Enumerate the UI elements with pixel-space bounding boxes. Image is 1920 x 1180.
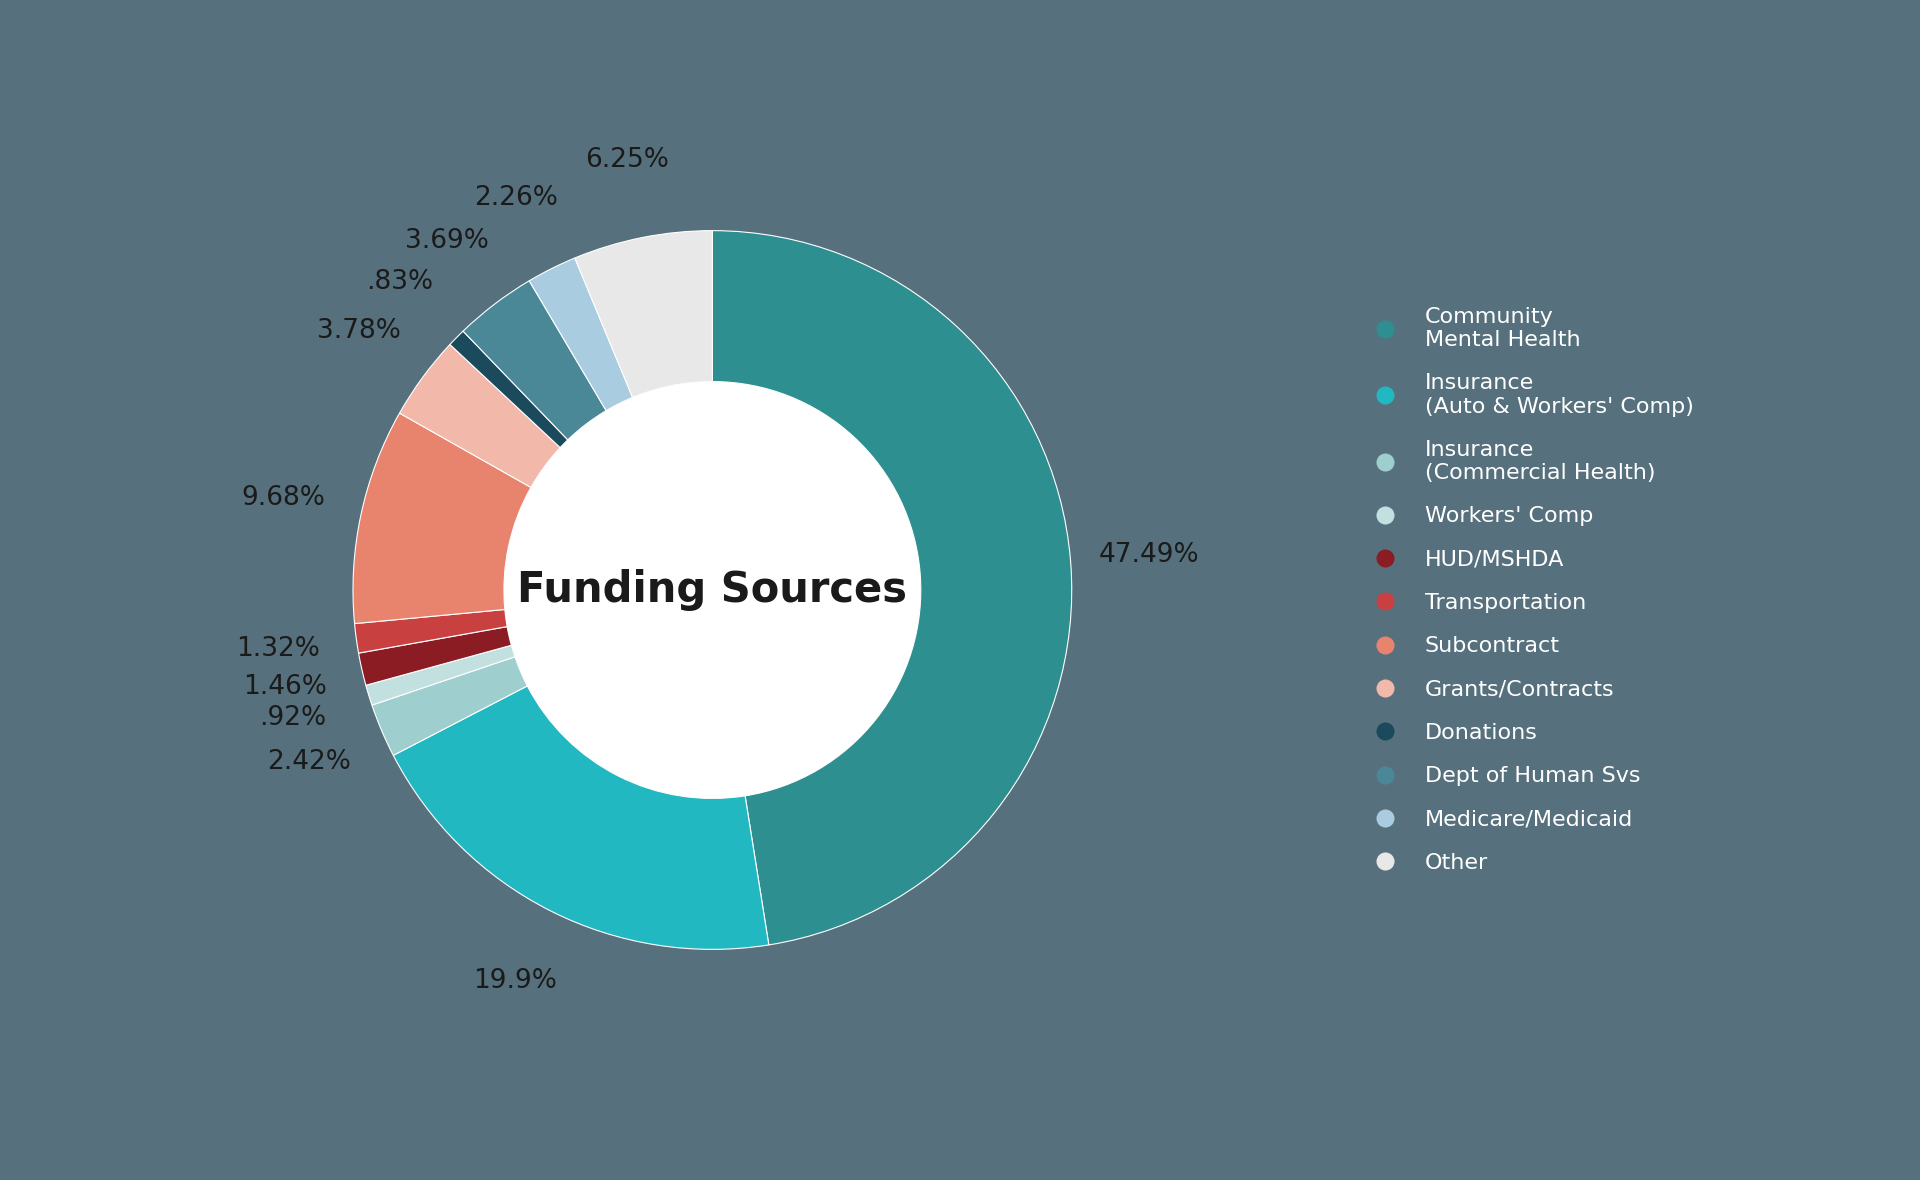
Text: 2.42%: 2.42% bbox=[267, 748, 351, 774]
Wedge shape bbox=[359, 627, 511, 686]
Text: 2.26%: 2.26% bbox=[474, 185, 559, 211]
Wedge shape bbox=[355, 610, 507, 653]
Circle shape bbox=[503, 381, 922, 799]
Text: .83%: .83% bbox=[367, 269, 434, 295]
Text: 6.25%: 6.25% bbox=[586, 148, 668, 173]
Text: 1.32%: 1.32% bbox=[236, 636, 321, 662]
Text: Funding Sources: Funding Sources bbox=[516, 569, 908, 611]
Wedge shape bbox=[712, 230, 1071, 945]
Wedge shape bbox=[574, 230, 712, 398]
Legend: Community
Mental Health, Insurance
(Auto & Workers' Comp), Insurance
(Commercial: Community Mental Health, Insurance (Auto… bbox=[1356, 300, 1701, 880]
Text: 1.46%: 1.46% bbox=[242, 674, 326, 700]
Wedge shape bbox=[399, 345, 561, 487]
Wedge shape bbox=[372, 657, 528, 755]
Wedge shape bbox=[353, 413, 532, 623]
Text: .92%: .92% bbox=[259, 706, 326, 732]
Wedge shape bbox=[394, 686, 768, 950]
Text: 3.69%: 3.69% bbox=[405, 228, 490, 254]
Text: 3.78%: 3.78% bbox=[317, 317, 401, 343]
Wedge shape bbox=[449, 332, 568, 447]
Wedge shape bbox=[367, 645, 515, 706]
Text: 47.49%: 47.49% bbox=[1098, 543, 1200, 569]
Wedge shape bbox=[530, 258, 632, 411]
Text: 19.9%: 19.9% bbox=[472, 969, 557, 995]
Wedge shape bbox=[463, 281, 607, 440]
Text: 9.68%: 9.68% bbox=[242, 485, 326, 511]
